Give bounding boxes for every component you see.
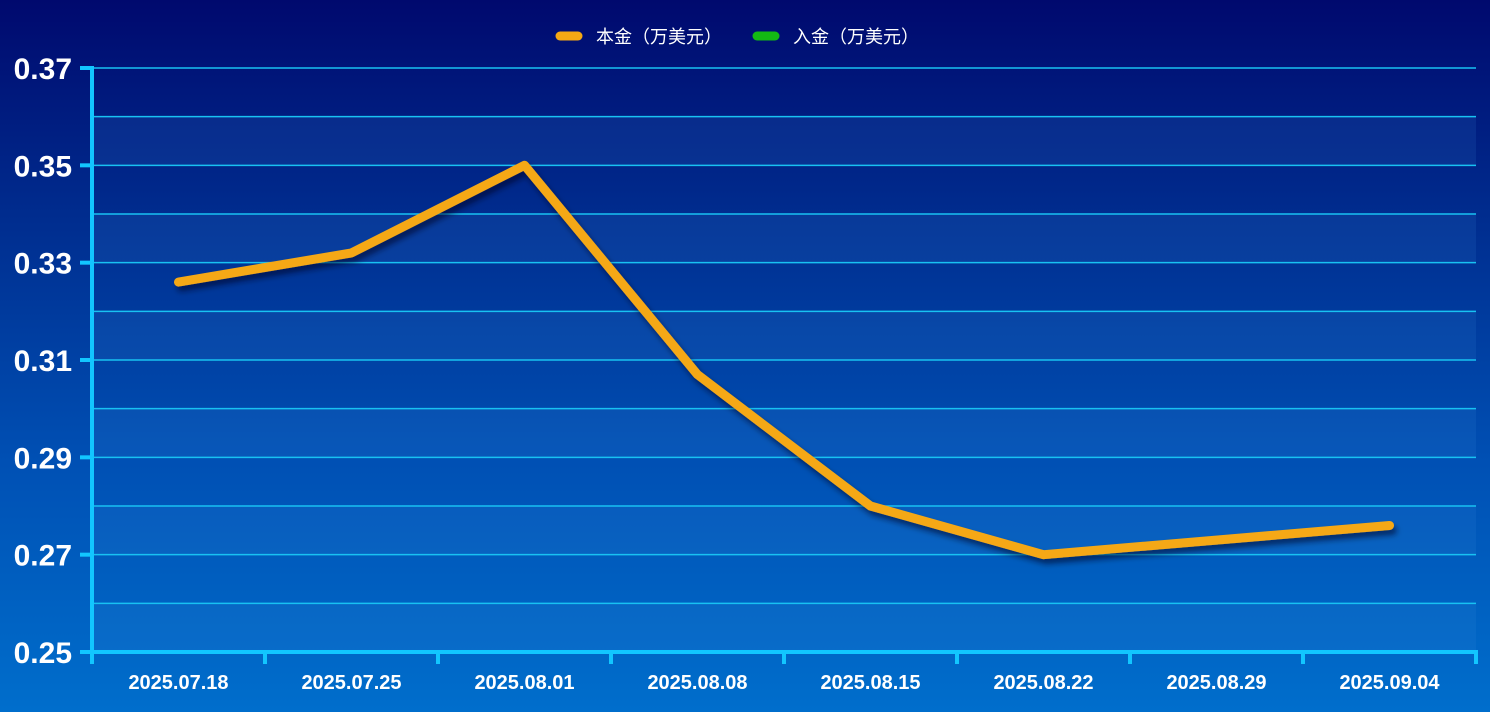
y-tick-label: 0.29 [14, 442, 72, 475]
x-tick-label: 2025.08.22 [993, 672, 1093, 694]
legend-label-deposit: 入金（万美元） [793, 27, 919, 48]
grid-lines [92, 67, 1476, 605]
grid-band [92, 408, 1476, 458]
x-tick-label: 2025.08.29 [1166, 672, 1266, 694]
legend-item-deposit[interactable]: 入金（万美元） [752, 27, 919, 48]
grid-bands [92, 116, 1476, 652]
x-tick-label: 2025.09.04 [1339, 672, 1440, 694]
y-tick-label: 0.35 [14, 150, 72, 183]
grid-band [92, 214, 1476, 263]
y-tick-label: 0.31 [14, 345, 72, 378]
grid-band [92, 311, 1476, 360]
series-line-0 [174, 160, 1394, 560]
x-tick-label: 2025.07.18 [128, 672, 228, 694]
y-tick-label: 0.33 [14, 248, 72, 281]
x-tick-label: 2025.07.25 [301, 672, 401, 694]
x-tick-label: 2025.08.01 [474, 672, 574, 694]
legend-label-principal: 本金（万美元） [596, 27, 722, 48]
grid-band [92, 116, 1476, 166]
y-tick-label: 0.27 [14, 540, 72, 573]
x-tick-label: 2025.08.15 [820, 672, 920, 694]
grid-band [92, 506, 1476, 555]
series-lines [174, 160, 1394, 560]
grid-band [92, 603, 1476, 652]
x-tick-label: 2025.08.08 [647, 672, 747, 694]
y-axis-ticks: 0.37 0.35 0.33 0.31 0.29 0.27 0.25 [14, 53, 92, 670]
x-axis-ticks: 2025.07.18 2025.07.25 2025.08.01 2025.08.08… [90, 652, 1478, 694]
legend-item-principal[interactable]: 本金（万美元） [555, 27, 722, 48]
legend: 本金（万美元） 入金（万美元） [555, 27, 919, 48]
y-tick-label: 0.37 [14, 53, 72, 86]
y-tick-label: 0.25 [14, 637, 72, 670]
